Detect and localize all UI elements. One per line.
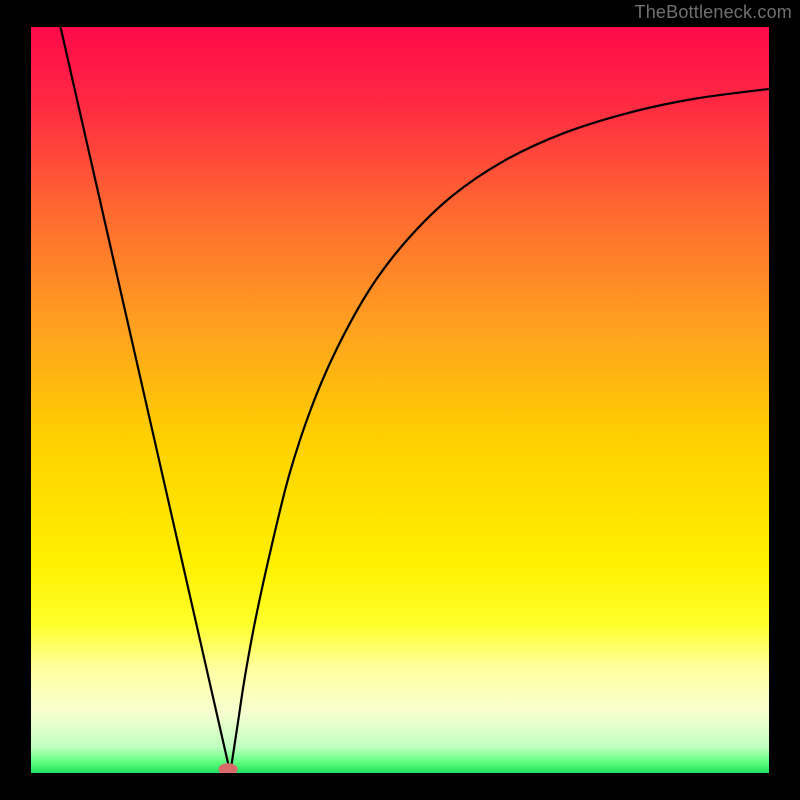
gradient-background [31, 27, 769, 773]
plot-area [31, 27, 769, 773]
chart-container: TheBottleneck.com [0, 0, 800, 800]
watermark-text: TheBottleneck.com [635, 2, 792, 23]
plot-svg [31, 27, 769, 773]
